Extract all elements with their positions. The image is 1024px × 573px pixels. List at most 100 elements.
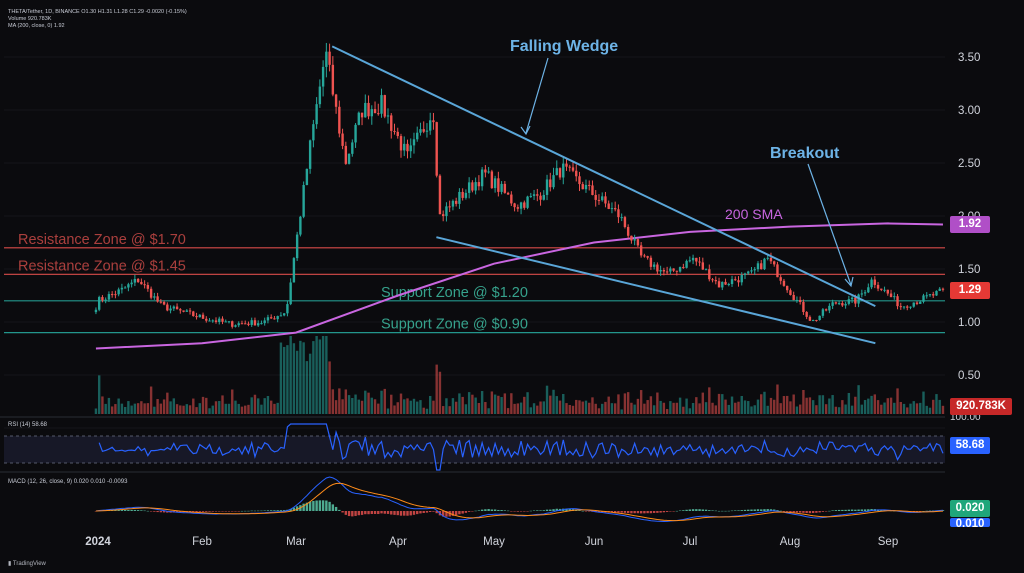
volume-bar bbox=[451, 398, 455, 414]
macd-histogram-bar bbox=[487, 509, 490, 511]
macd-histogram-bar bbox=[802, 511, 805, 513]
macd-histogram-bar bbox=[367, 511, 370, 515]
candle-body bbox=[740, 274, 743, 283]
candle-body bbox=[779, 277, 782, 281]
candle-body bbox=[873, 279, 877, 285]
macd-histogram-bar bbox=[179, 511, 182, 513]
candle-body bbox=[279, 315, 283, 317]
month-label: May bbox=[483, 536, 505, 548]
candle-body bbox=[214, 320, 218, 322]
candle-body bbox=[798, 299, 802, 303]
candle-body bbox=[487, 171, 490, 173]
volume-bar bbox=[179, 405, 182, 414]
macd-histogram-bar bbox=[143, 510, 146, 512]
candle-body bbox=[669, 268, 672, 272]
volume-bar bbox=[299, 340, 302, 414]
volume-bar bbox=[263, 398, 266, 414]
volume-bar bbox=[257, 398, 260, 414]
volume-bar bbox=[338, 388, 341, 414]
candle-body bbox=[850, 297, 854, 300]
volume-bar bbox=[795, 406, 799, 414]
macd-histogram-bar bbox=[315, 500, 318, 511]
macd-histogram-bar bbox=[769, 509, 773, 511]
macd-histogram-bar bbox=[269, 510, 273, 511]
volume-bar bbox=[578, 400, 581, 414]
candle-body bbox=[257, 323, 260, 326]
macd-histogram-bar bbox=[698, 509, 701, 511]
macd-histogram-bar bbox=[808, 511, 812, 514]
candle-body bbox=[110, 294, 114, 296]
macd-histogram-bar bbox=[149, 511, 153, 512]
macd-histogram-bar bbox=[760, 509, 763, 511]
candle-body bbox=[545, 179, 549, 195]
wedge-upper-line bbox=[331, 45, 876, 308]
volume-bar bbox=[114, 404, 117, 414]
volume-bar bbox=[756, 399, 760, 414]
volume-bar bbox=[701, 392, 705, 414]
candle-body bbox=[237, 323, 240, 326]
volume-bar bbox=[601, 403, 604, 414]
macd-histogram-bar bbox=[156, 511, 159, 513]
volume-bar bbox=[130, 405, 133, 414]
candle-body bbox=[386, 115, 390, 117]
volume-bar bbox=[279, 342, 283, 414]
volume-bar bbox=[626, 392, 630, 414]
macd-histogram-bar bbox=[461, 511, 464, 514]
macd-histogram-bar bbox=[552, 509, 555, 511]
volume-bar bbox=[909, 403, 912, 414]
volume-bar bbox=[575, 399, 578, 414]
volume-bar bbox=[416, 401, 419, 414]
candle-body bbox=[584, 184, 588, 190]
price-tick-label: 1.00 bbox=[958, 317, 980, 329]
volume-bar bbox=[419, 400, 422, 414]
macd-histogram-bar bbox=[555, 508, 558, 511]
macd-histogram-bar bbox=[429, 511, 432, 513]
volume-bar bbox=[630, 402, 633, 414]
volume-bar bbox=[490, 391, 494, 414]
macd-histogram-bar bbox=[412, 511, 416, 515]
volume-bar bbox=[182, 405, 185, 414]
volume-bar bbox=[282, 346, 286, 414]
macd-histogram-bar bbox=[724, 510, 727, 512]
volume-bar bbox=[393, 405, 396, 414]
candle-body bbox=[932, 294, 935, 296]
candle-body bbox=[149, 288, 153, 298]
candle-body bbox=[915, 302, 919, 304]
candle-body bbox=[565, 163, 568, 167]
volume-bar bbox=[906, 407, 909, 414]
volume-bar bbox=[646, 400, 649, 414]
volume-bar bbox=[529, 407, 533, 414]
macd-histogram-bar bbox=[633, 511, 636, 514]
candle-body bbox=[198, 314, 201, 318]
signal-line bbox=[95, 482, 943, 522]
volume-bar bbox=[117, 398, 120, 414]
macd-histogram-bar bbox=[263, 510, 266, 512]
candle-body bbox=[941, 288, 945, 290]
candle-body bbox=[860, 293, 864, 295]
candle-body bbox=[737, 280, 740, 283]
macd-histogram-bar bbox=[480, 509, 484, 511]
candle-body bbox=[607, 203, 610, 209]
macd-histogram-bar bbox=[704, 509, 708, 511]
volume-bar bbox=[789, 401, 792, 414]
macd-histogram-bar bbox=[231, 511, 234, 512]
macd-histogram-bar bbox=[711, 510, 714, 511]
volume-bar bbox=[493, 394, 497, 414]
macd-histogram-bar bbox=[211, 511, 214, 512]
volume-bar bbox=[188, 405, 192, 414]
candle-body bbox=[841, 303, 844, 306]
macd-histogram-bar bbox=[458, 511, 461, 515]
macd-histogram-bar bbox=[510, 511, 513, 512]
volume-bar bbox=[461, 396, 464, 414]
macd-histogram-bar bbox=[841, 509, 844, 511]
volume-bar bbox=[610, 403, 614, 414]
rsi-badge: 58.68 bbox=[950, 437, 990, 454]
volume-bar bbox=[432, 400, 435, 414]
candle-body bbox=[792, 294, 795, 301]
candle-body bbox=[380, 95, 383, 114]
symbol-line: THETA/Tether, 1D, BINANCE O1.30 H1.31 L1… bbox=[8, 9, 187, 15]
volume-bar bbox=[850, 405, 854, 414]
volume-bar bbox=[315, 336, 318, 414]
zone-label: Resistance Zone @ $1.70 bbox=[18, 232, 186, 248]
